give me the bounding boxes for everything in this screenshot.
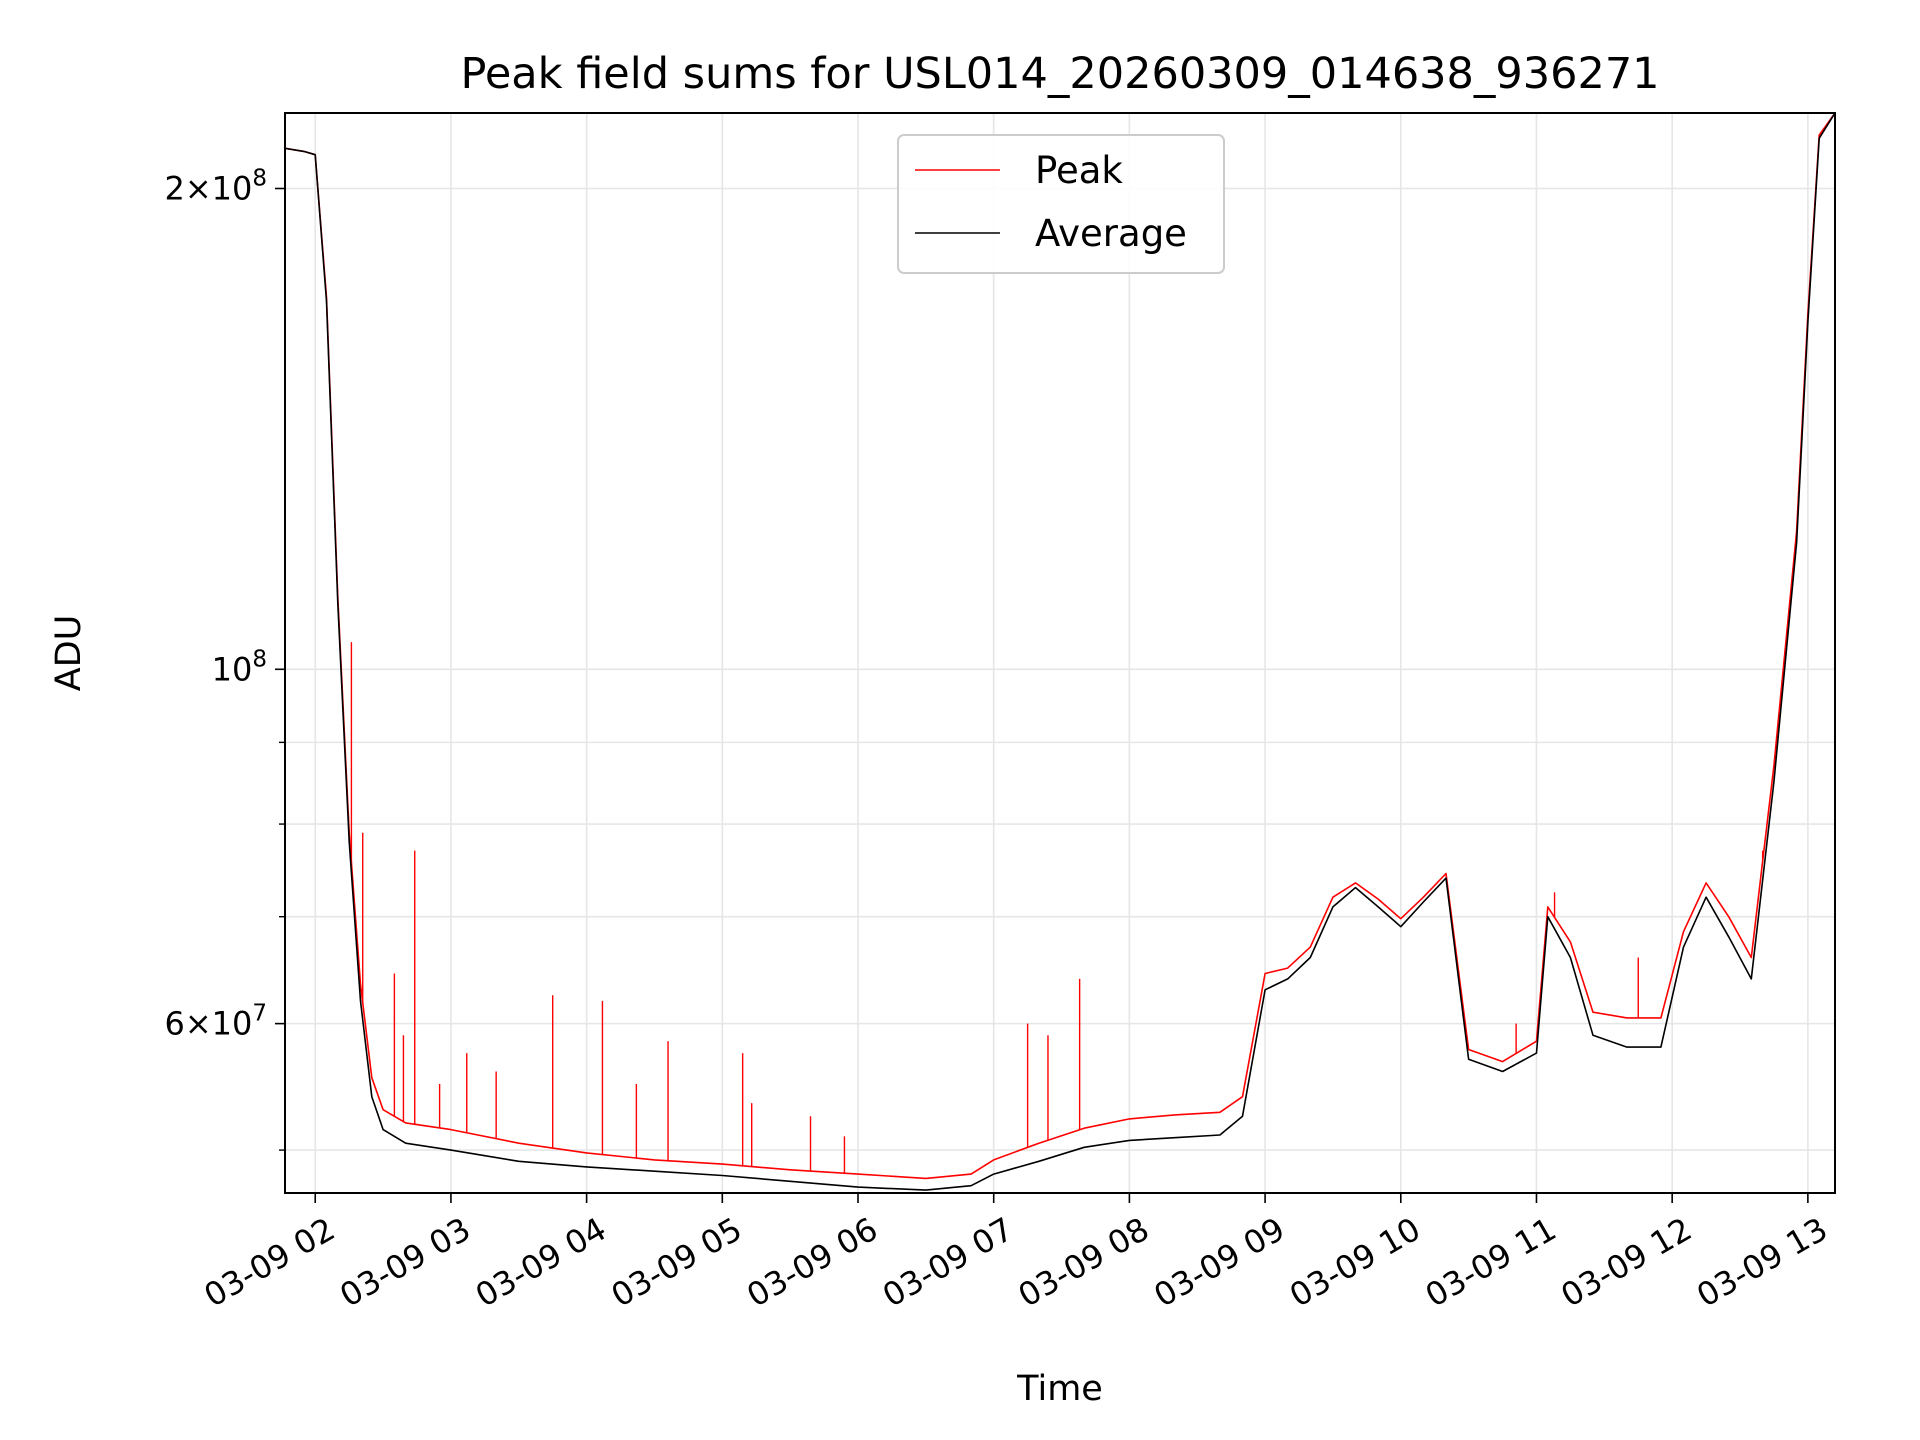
series-group — [285, 113, 1835, 1191]
y-tick-label: 6×107 — [164, 1001, 267, 1043]
plot-frame — [284, 112, 1836, 1194]
y-tick-label: 2×108 — [164, 166, 267, 208]
grid-lines — [285, 113, 1835, 1193]
legend-label-peak: Peak — [1035, 149, 1123, 192]
y-axis-label: ADU — [49, 615, 89, 692]
chart-title: Peak field sums for USL014_20260309_0146… — [460, 49, 1659, 99]
y-axis: 6×107 108 2×108 — [164, 166, 285, 1151]
series-line-average — [285, 113, 1835, 1191]
series-line-peak — [285, 113, 1835, 1180]
x-axis-label: Time — [1016, 1369, 1103, 1409]
legend-label-average: Average — [1035, 212, 1187, 255]
legend: Peak Average — [897, 134, 1225, 274]
series-layer — [285, 113, 1835, 1191]
y-tick-label: 108 — [212, 646, 267, 688]
